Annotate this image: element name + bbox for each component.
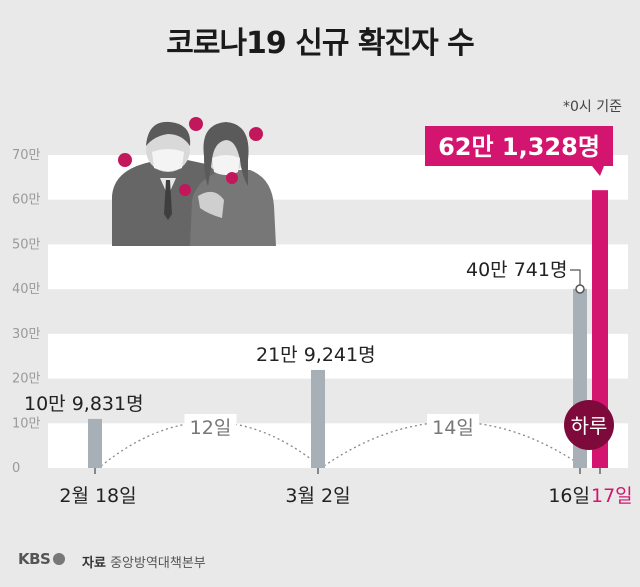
highlight-label-box	[425, 126, 613, 166]
y-tick-label: 40만	[12, 282, 41, 297]
bar-value-label: 21만 9,241명	[256, 344, 376, 366]
x-tick-label: 17일	[591, 485, 633, 507]
x-tick-label: 16일	[548, 485, 590, 507]
y-tick-label: 10만	[12, 416, 41, 431]
baseline-note: *0시 기준	[563, 99, 622, 115]
bar	[311, 369, 325, 468]
grid-band	[48, 244, 628, 290]
x-tick-label: 3월 2일	[285, 485, 350, 507]
y-tick-label: 70만	[12, 148, 41, 163]
grid-band	[48, 333, 628, 379]
bar-value-label: 10만 9,831명	[24, 393, 144, 415]
x-tick-label: 2월 18일	[59, 485, 136, 507]
interval-label-bg	[427, 414, 479, 438]
grid-band	[48, 423, 628, 468]
chart-title: 코로나19 신규 확진자 수	[166, 26, 474, 61]
interval-label: 하루	[571, 414, 608, 438]
kbs-logo: KBS	[18, 550, 66, 568]
y-tick-label: 20만	[12, 372, 41, 387]
people-with-masks-illustration	[112, 117, 276, 246]
bar-value-label: 62만 1,328명	[438, 133, 600, 161]
interval-label: 12일	[190, 417, 232, 439]
y-tick-label: 50만	[12, 237, 41, 252]
y-tick-label: 0	[12, 461, 20, 476]
highlight-label-pointer	[592, 166, 604, 176]
footer: KBS 자료 중앙방역대책본부	[0, 538, 640, 587]
bar-value-label: 40만 741명	[466, 259, 567, 281]
interval-label: 14일	[432, 417, 474, 439]
interval-badge	[564, 400, 614, 450]
y-tick-label: 60만	[12, 193, 41, 208]
leader-line	[570, 269, 581, 287]
bar	[88, 418, 102, 468]
value-marker	[575, 284, 585, 294]
source-credit: 자료 중앙방역대책본부	[82, 556, 206, 571]
bar-chart: 0 10만 20만 30만 40만 50만 60만 70만 12일 14일 10만 9,831명…	[12, 117, 633, 507]
bar	[592, 190, 608, 469]
interval-label-bg	[184, 414, 237, 438]
y-tick-label: 30만	[12, 327, 41, 342]
